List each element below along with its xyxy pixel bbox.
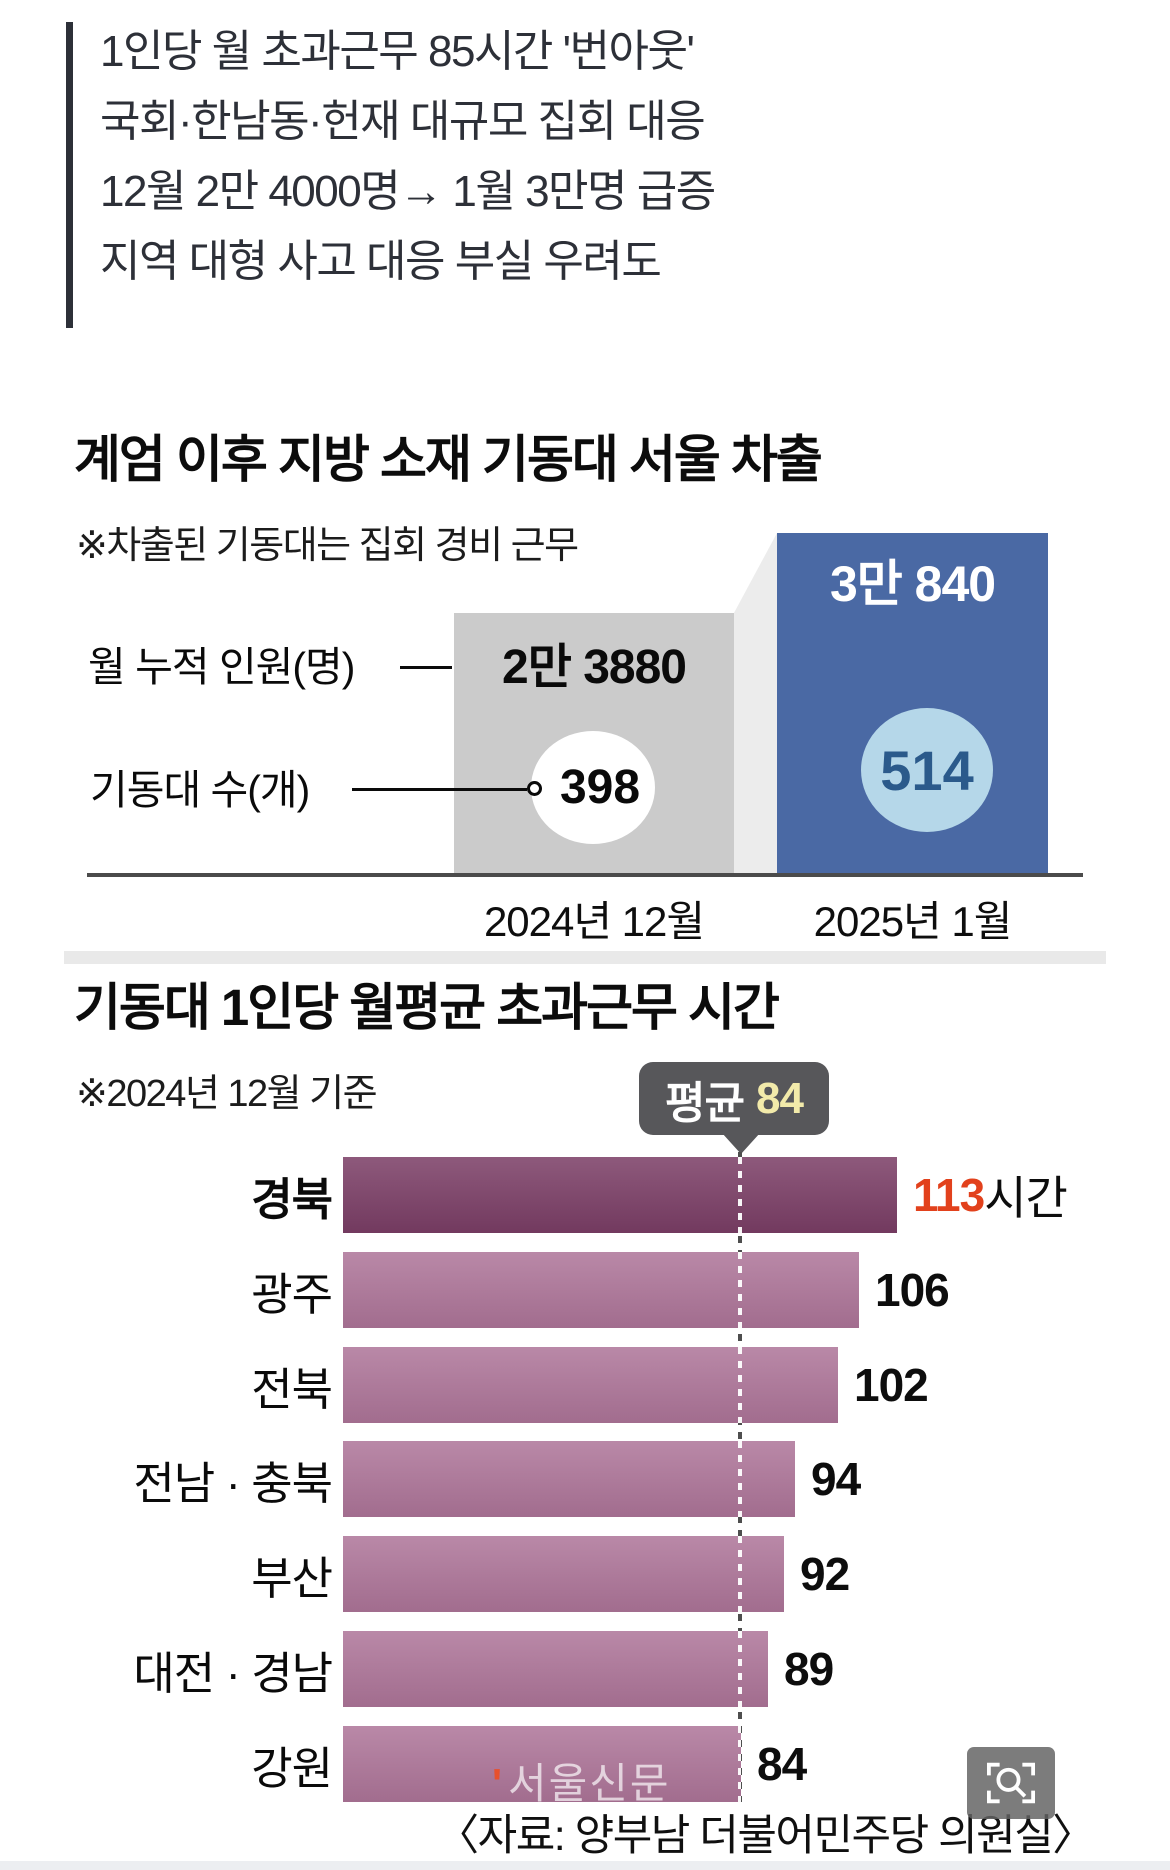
chart2-bar [343,1157,897,1233]
chart2-category-label: 강원 [251,1742,333,1794]
chart2-average-line-overlay [738,1441,742,1517]
headline-line-2: 국회·한남동·헌재 대규모 집회 대응 [100,97,706,146]
chart1-value-cumulative-december: 2만 3880 [502,641,687,694]
chart1-units-bubble-december: 398 [531,731,655,844]
image-zoom-button[interactable] [967,1747,1055,1819]
chart2-value-label: 84 [757,1738,807,1790]
chart2-row-전남 · 충북: 전남 · 충북 94 [0,1441,1170,1517]
chart1-axis-baseline [87,873,1083,877]
headline-line-3: 12월 2만 4000명→ 1월 3만명 급증 [100,167,716,216]
chart2-category-label: 부산 [251,1552,333,1604]
chart2-average-line-overlay [738,1631,742,1707]
chart2-bar [343,1631,768,1707]
chart2-average-label: 평균 [665,1078,745,1128]
magnifier-icon [983,1759,1039,1807]
chart2-value-label: 92 [800,1548,850,1600]
chart2-callout-pointer [722,1133,760,1154]
chart2-value-label: 89 [784,1643,834,1695]
chart2-value-label: 102 [854,1359,929,1411]
chart2-bar [343,1536,784,1612]
chart2-source: 〈자료: 양부남 더불어민주당 의원실〉 [436,1812,1095,1860]
chart1-leader-line-units [352,788,527,791]
chart2-row-광주: 광주 106 [0,1252,1170,1328]
headline-line-1: 1인당 월 초과근무 85시간 '번아웃' [100,27,695,76]
chart2-average-line-overlay [738,1726,741,1802]
chart1-xlabel-december: 2024년 12월 [483,898,705,945]
chart2-row-부산: 부산 92 [0,1536,1170,1612]
headline-lines: 1인당 월 초과근무 85시간 '번아웃' 국회·한남동·헌재 대규모 집회 대… [100,17,1100,297]
chart2-value-unit: 시간 [984,1172,1068,1224]
chart2-value-label: 106 [875,1264,950,1316]
chart2-category-label: 대전 · 경남 [133,1647,333,1699]
chart2-row-강원: 강원 84 [0,1726,1170,1802]
chart2-note: ※2024년 12월 기준 [76,1073,378,1115]
watermark-text: 서울신문 [508,1760,671,1807]
chart2-category-label: 전북 [251,1363,333,1415]
chart1-series-label-cumulative: 월 누적 인원(명) [88,644,355,690]
chart2-average-value: 84 [756,1073,804,1123]
chart2-average-line-overlay [738,1536,742,1612]
bottom-edge-band [0,1861,1170,1870]
section-divider [64,951,1106,964]
chart1-title: 계엄 이후 지방 소재 기동대 서울 차출 [74,431,823,488]
chart2-average-line-overlay [738,1347,742,1423]
press-watermark: '서울신문 [492,1750,671,1811]
headline-accent-bar [66,22,73,328]
chart2-average-callout: 평균 84 [639,1062,829,1135]
chart2-average-line-overlay [738,1252,742,1328]
chart2-row-전북: 전북 102 [0,1347,1170,1423]
chart1-units-marker-dot [527,781,542,796]
chart1-note: ※차출된 기동대는 집회 경비 근무 [76,525,579,567]
chart2-category-label: 경북 [251,1173,333,1225]
chart1-xlabel-january: 2025년 1월 [813,898,1013,945]
chart2-row-대전 · 경남: 대전 · 경남 89 [0,1631,1170,1707]
chart1-value-units-december: 398 [559,761,641,814]
chart2-bar [343,1441,795,1517]
chart1-units-bubble-january: 514 [861,708,993,832]
chart1-series-label-units: 기동대 수(개) [90,767,310,813]
chart1-value-cumulative-january: 3만 840 [829,556,996,612]
chart2-value-label: 94 [811,1453,861,1505]
chart2-bar [343,1726,741,1802]
chart2-bar [343,1347,838,1423]
headline-line-4: 지역 대형 사고 대응 부실 우려도 [100,237,662,286]
watermark-logo-mark: ' [492,1760,504,1807]
chart2-title: 기동대 1인당 월평균 초과근무 시간 [74,979,780,1036]
chart2-value-number: 113 [913,1169,985,1221]
chart2-category-label: 광주 [251,1268,333,1320]
chart2-row-경북: 경북 113 시간 [0,1157,1170,1233]
chart2-category-label: 전남 · 충북 [133,1457,333,1509]
chart1-value-units-january: 514 [880,738,974,802]
chart2-value-label: 113 시간 [913,1157,1068,1233]
chart1-leader-line-cumulative [400,666,452,669]
chart2-average-line-overlay [738,1157,742,1233]
chart2-bar [343,1252,859,1328]
